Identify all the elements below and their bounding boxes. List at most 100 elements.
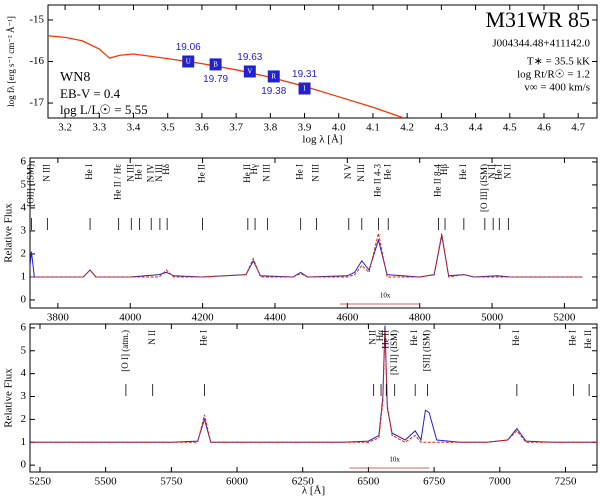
line-id: He II xyxy=(197,164,207,183)
line-id: He I xyxy=(295,164,305,180)
line-id: N III xyxy=(154,164,164,182)
x-tick-label: 3.9 xyxy=(298,122,312,134)
x-tick-label: 3800 xyxy=(47,312,70,324)
line-id: He I xyxy=(493,164,503,180)
x-tick-label: 3.2 xyxy=(58,122,72,134)
line-id: N IV xyxy=(145,164,155,183)
plot-frame xyxy=(29,323,598,473)
plot-area xyxy=(30,233,583,278)
magnitude-label: 19.79 xyxy=(203,74,228,85)
line-id: He I xyxy=(84,164,94,180)
x-tick-label: 4.3 xyxy=(434,122,448,134)
photometry-point xyxy=(298,82,311,95)
plot-area xyxy=(48,35,404,118)
line-id: [N II] (ISM) xyxy=(389,330,399,375)
annotation: 10x xyxy=(389,456,400,464)
line-id: N II xyxy=(368,330,378,345)
y-axis-label: Relative Flux xyxy=(3,368,15,428)
y-tick-label: -16 xyxy=(29,55,44,67)
y-tick-label: 1 xyxy=(21,270,27,282)
band-label: I xyxy=(303,85,306,93)
x-tick-label: 4400 xyxy=(264,312,287,324)
series-line xyxy=(30,233,583,278)
x-tick-label: 5500 xyxy=(95,476,118,488)
x-tick-label: 6000 xyxy=(226,476,249,488)
photometry-point xyxy=(267,70,280,83)
photometry-point xyxy=(243,65,256,78)
line-id: He I xyxy=(199,330,209,346)
annotation: EB-V = 0.4 xyxy=(60,86,121,101)
line-id: N III xyxy=(311,164,321,182)
y-tick-label: 6 xyxy=(21,321,27,333)
y-tick-label: 3 xyxy=(21,390,27,402)
line-id: [O III] (ISM) xyxy=(479,164,489,212)
line-id: Hγ xyxy=(249,164,259,174)
magnitude-label: 19.63 xyxy=(237,52,262,63)
line-id: Hβ xyxy=(439,164,449,175)
panel: 3800 4000 4200 4400 4600 4800 5000 5200 0 1 2 3 4 5 6 R… xyxy=(3,155,598,324)
x-axis-label: log λ [Å] xyxy=(302,134,342,146)
line-id: He II xyxy=(583,330,593,349)
x-tick-label: 4.4 xyxy=(469,122,483,134)
plot-area xyxy=(30,325,597,443)
y-tick-label: 5 xyxy=(21,178,27,190)
series-line xyxy=(48,35,404,118)
x-tick-label: 5000 xyxy=(481,312,504,324)
line-id: N II xyxy=(502,164,512,179)
x-tick-label: 4600 xyxy=(336,312,359,324)
line-id: He I xyxy=(409,330,419,346)
line-id: [OII] (ISM) xyxy=(26,164,36,207)
photometry-point xyxy=(182,55,195,68)
annotation: J004344.48+411142.0 xyxy=(492,38,590,50)
x-axis-label: λ [Å] xyxy=(302,485,325,497)
line-id: N II xyxy=(147,330,157,345)
y-tick-label: 4 xyxy=(21,367,27,379)
annotation: T∗ = 35.5 kK xyxy=(527,56,590,68)
x-tick-label: 6250 xyxy=(292,476,315,488)
band-label: B xyxy=(213,61,218,69)
magnitude-label: 19.06 xyxy=(176,42,201,53)
y-axis-label: Relative Flux xyxy=(3,203,15,263)
magnitude-label: 19.31 xyxy=(292,69,317,80)
x-tick-label: 3.5 xyxy=(161,122,175,134)
x-tick-label: 7250 xyxy=(554,476,577,488)
annotation: log Rt/R☉ = 1.2 xyxy=(517,69,590,81)
x-tick-label: 4200 xyxy=(192,312,215,324)
x-tick-label: 4.1 xyxy=(366,122,380,134)
x-tick-label: 6500 xyxy=(357,476,380,488)
line-id: N III xyxy=(41,164,51,182)
y-tick-label: 3 xyxy=(21,224,27,236)
x-tick-label: 3.4 xyxy=(127,122,141,134)
line-id: Hα xyxy=(375,330,385,341)
line-id: N III xyxy=(261,164,271,182)
x-tick-label: 3.3 xyxy=(92,122,106,134)
x-tick-label: 4000 xyxy=(119,312,142,324)
x-tick-label: 5750 xyxy=(160,476,183,488)
y-tick-label: 0 xyxy=(21,459,27,471)
series-line xyxy=(30,330,597,443)
y-tick-label: 2 xyxy=(21,247,27,259)
line-id: He I xyxy=(382,164,392,180)
x-tick-label: 5250 xyxy=(29,476,52,488)
y-tick-label: 1 xyxy=(21,436,27,448)
line-id: N V xyxy=(343,164,353,180)
x-tick-label: 4.0 xyxy=(332,122,346,134)
y-tick-label: -17 xyxy=(29,97,44,109)
annotation: M31WR 85 xyxy=(486,7,591,32)
annotation: 10x xyxy=(380,292,391,300)
x-tick-label: 6750 xyxy=(423,476,446,488)
line-id: Hδ xyxy=(161,164,171,175)
x-tick-label: 4800 xyxy=(409,312,432,324)
x-tick-label: 3.6 xyxy=(195,122,209,134)
line-id: He I xyxy=(458,164,468,180)
band-label: V xyxy=(247,68,252,76)
line-id: He II xyxy=(380,330,390,349)
line-id: He I xyxy=(511,330,521,346)
band-label: U xyxy=(186,58,191,66)
x-tick-label: 5200 xyxy=(553,312,576,324)
x-tick-label: 4.6 xyxy=(537,122,551,134)
line-id: He I xyxy=(568,330,578,346)
line-id: He II / Hε xyxy=(113,164,123,200)
x-tick-label: 3.7 xyxy=(229,122,243,134)
